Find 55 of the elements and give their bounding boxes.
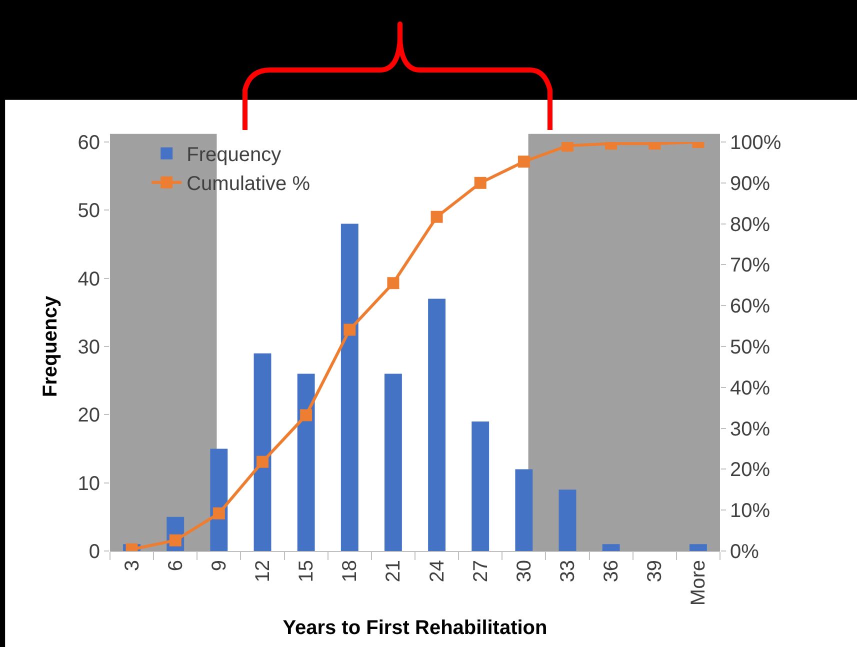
point (518, 156, 530, 168)
bar (690, 544, 707, 551)
y-tick-label: 30 (78, 336, 100, 358)
x-axis-title: Years to First Rehabilitation (282, 617, 548, 640)
y-tick-label: 50 (78, 200, 100, 222)
bar (558, 490, 576, 551)
y2-tick-label: 100% (730, 132, 782, 154)
x-tick-label: 33 (557, 560, 579, 582)
y2-tick-label: 40% (730, 377, 770, 400)
point (300, 409, 312, 422)
point (169, 534, 182, 546)
y2-tick-label: 90% (730, 172, 770, 195)
x-tick-label: 30 (513, 560, 536, 582)
x-tick-label: 6 (164, 560, 187, 572)
bar (428, 298, 446, 551)
bar (602, 544, 620, 551)
y2-tick-label: 50% (730, 336, 770, 358)
x-tick-label: 3 (121, 560, 144, 572)
bar (384, 374, 402, 551)
bar (472, 421, 490, 551)
bar (515, 469, 533, 551)
x-tick-label: 24 (426, 560, 448, 582)
legend-label: Cumulative % (186, 173, 310, 196)
x-tick-label: 21 (382, 560, 405, 582)
y-tick-label: 40 (78, 268, 100, 290)
y-tick-label: 20 (78, 404, 100, 427)
bar (340, 224, 358, 551)
x-tick-label: More (688, 560, 710, 606)
y2-tick-label: 60% (730, 296, 770, 318)
x-tick-label: 39 (644, 560, 666, 582)
y2-tick-label: 30% (730, 418, 770, 440)
y2-tick-label: 20% (730, 459, 770, 482)
point (256, 456, 268, 468)
point (344, 324, 356, 336)
bar (297, 374, 315, 551)
y2-tick-label: 0% (730, 541, 760, 563)
y2-tick-label: 10% (730, 500, 770, 522)
y-axis-title: Frequency (39, 295, 62, 398)
point (212, 507, 225, 520)
x-tick-label: 12 (252, 560, 274, 582)
y-tick-label: 10 (78, 472, 100, 495)
x-tick-label: 36 (600, 560, 623, 582)
y-tick-label: 60 (78, 132, 100, 154)
y2-tick-label: 70% (730, 254, 770, 277)
x-tick-label: 15 (296, 560, 318, 582)
x-tick-label: 27 (470, 560, 492, 582)
y-tick-label: 0 (88, 541, 100, 563)
point (430, 210, 443, 223)
x-tick-label: 9 (208, 560, 230, 572)
y2-tick-label: 80% (730, 214, 770, 236)
bar (254, 353, 272, 551)
x-tick-label: 18 (339, 560, 362, 582)
point (387, 277, 400, 290)
legend-label: Frequency (186, 144, 282, 166)
point (474, 176, 486, 189)
